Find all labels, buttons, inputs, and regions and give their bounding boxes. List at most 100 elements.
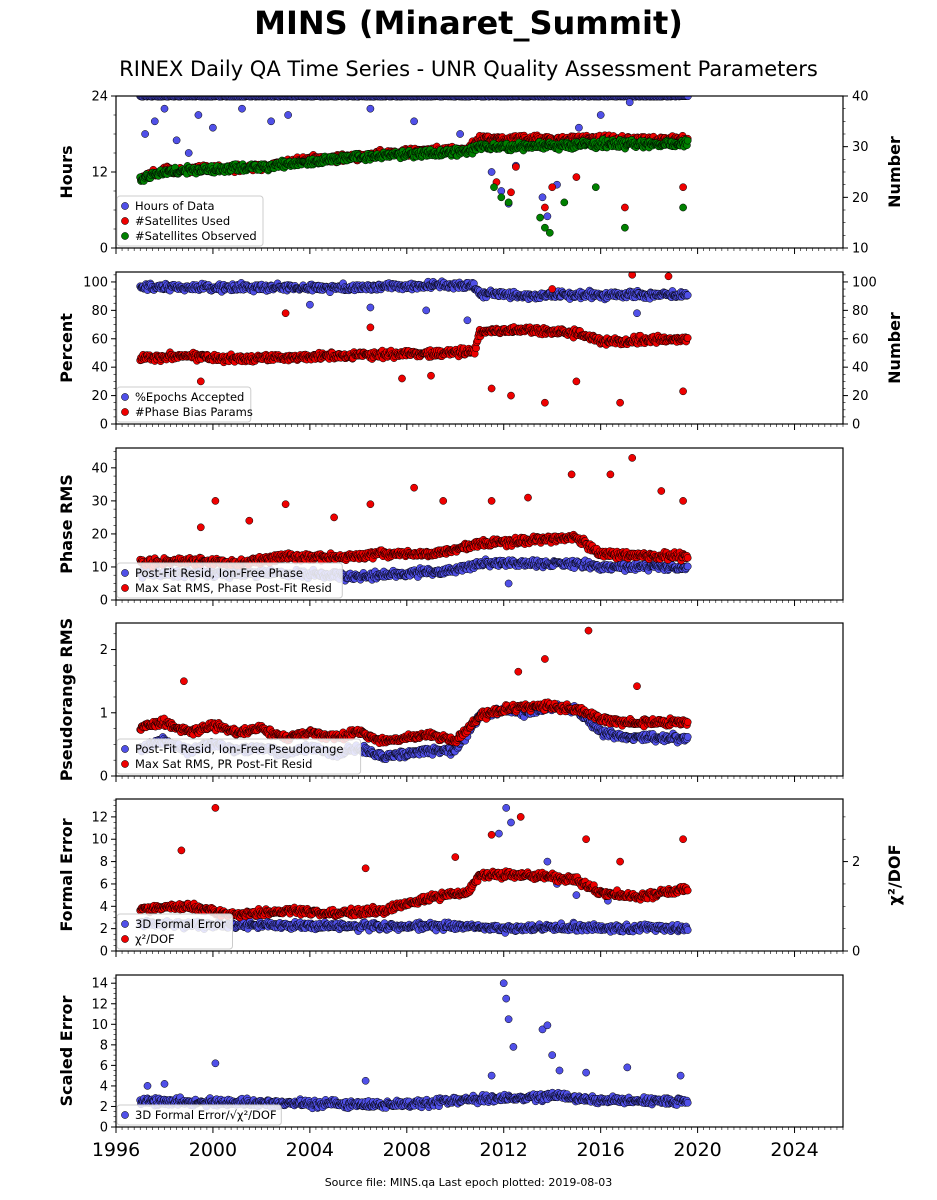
point-2-759 bbox=[548, 183, 557, 192]
point-1-758 bbox=[463, 316, 472, 325]
legend-label: %Epochs Accepted bbox=[135, 390, 244, 404]
point-2-763 bbox=[548, 285, 557, 293]
point-1-754 bbox=[683, 291, 692, 300]
legend-label: Hours of Data bbox=[135, 199, 215, 213]
point-1-589 bbox=[625, 98, 634, 107]
point-1-578 bbox=[410, 117, 418, 126]
page-subtitle: RINEX Daily QA Time Series - UNR Quality… bbox=[119, 57, 818, 81]
point-3-761 bbox=[560, 198, 569, 207]
point-2-761 bbox=[507, 391, 515, 400]
point-1-585 bbox=[543, 212, 552, 221]
point-1-584 bbox=[538, 193, 547, 202]
y-axis-label: Hours bbox=[57, 145, 76, 198]
point-2-756 bbox=[281, 309, 290, 318]
y-axis-label: Percent bbox=[57, 313, 76, 383]
point-1-574 bbox=[238, 104, 246, 113]
point-1-572 bbox=[194, 111, 203, 119]
point-1-577 bbox=[366, 104, 375, 113]
y-tick-label: 40 bbox=[91, 361, 108, 376]
point-1-579 bbox=[456, 130, 464, 138]
point-2-756 bbox=[507, 188, 515, 197]
y-tick-label: 100 bbox=[83, 275, 108, 290]
point-3-758 bbox=[536, 213, 544, 222]
point-2-758 bbox=[541, 203, 549, 212]
point-2-767 bbox=[664, 272, 673, 281]
point-2-768 bbox=[679, 387, 687, 396]
panel-2: 0 20 40 60 80 100 0 20 40 60 80 100 Number Percent %Ep… bbox=[57, 271, 904, 433]
y2-tick-label: 0 bbox=[852, 418, 860, 433]
point-1-588 bbox=[596, 111, 605, 119]
point-2-758 bbox=[398, 374, 406, 383]
y-tick-label: 0 bbox=[100, 242, 108, 257]
point-3-759 bbox=[541, 223, 549, 232]
point-1-755 bbox=[306, 300, 314, 309]
page-title: MINS (Minaret_Summit) bbox=[254, 4, 683, 42]
point-2-761 bbox=[621, 203, 629, 212]
y2-axis-label: Number bbox=[885, 312, 904, 384]
point-1-754 bbox=[683, 562, 692, 571]
point-3-763 bbox=[621, 223, 629, 232]
y2-axis-label: Number bbox=[885, 136, 904, 208]
y-tick-label: 80 bbox=[91, 304, 108, 319]
point-1-567 bbox=[141, 130, 149, 138]
y2-tick-label: 40 bbox=[852, 90, 869, 105]
point-2-764 bbox=[572, 377, 581, 386]
point-1-759 bbox=[633, 309, 641, 318]
point-3-756 bbox=[497, 193, 506, 202]
point-2-754 bbox=[683, 334, 692, 342]
point-2-755 bbox=[196, 377, 205, 386]
point-2-762 bbox=[541, 398, 549, 407]
legend-marker bbox=[121, 202, 129, 210]
point-1-568 bbox=[150, 117, 159, 126]
y2-tick-label: 80 bbox=[852, 304, 869, 319]
legend-marker bbox=[121, 217, 129, 225]
point-1-580 bbox=[487, 168, 496, 176]
point-1-573 bbox=[209, 123, 217, 132]
point-1-755 bbox=[504, 579, 513, 588]
point-2-757 bbox=[512, 163, 520, 171]
y2-tick-label: 30 bbox=[852, 140, 869, 155]
point-3-754 bbox=[683, 136, 692, 145]
point-1-576 bbox=[284, 111, 292, 119]
legend-marker bbox=[121, 232, 129, 240]
legend-label: #Satellites Used bbox=[135, 214, 230, 228]
point-2-765 bbox=[616, 398, 624, 407]
y2-tick-label: 10 bbox=[852, 242, 869, 257]
y2-tick-label: 40 bbox=[852, 361, 869, 376]
marks-panel-1 bbox=[136, 96, 692, 237]
point-1-570 bbox=[172, 136, 181, 145]
point-3-760 bbox=[545, 228, 554, 237]
legend-label: #Satellites Observed bbox=[135, 229, 257, 243]
legend-marker bbox=[121, 408, 129, 416]
point-1-575 bbox=[267, 117, 275, 126]
point-3-762 bbox=[591, 183, 600, 192]
point-1-571 bbox=[184, 149, 193, 157]
y-tick-label: 60 bbox=[91, 332, 108, 347]
legend-box bbox=[116, 195, 264, 247]
point-2-760 bbox=[487, 384, 496, 393]
point-2-760 bbox=[572, 173, 581, 181]
point-1-569 bbox=[160, 104, 169, 113]
point-3-764 bbox=[679, 203, 687, 212]
point-3-755 bbox=[490, 183, 498, 192]
legend-marker bbox=[121, 393, 129, 401]
legend-label: #Phase Bias Params bbox=[135, 405, 253, 419]
point-3-757 bbox=[504, 198, 513, 207]
point-1-587 bbox=[575, 123, 583, 132]
point-2-762 bbox=[679, 183, 687, 192]
point-2-759 bbox=[427, 371, 435, 380]
y2-tick-label: 60 bbox=[852, 332, 869, 347]
y2-tick-label: 100 bbox=[852, 275, 877, 290]
y-tick-label: 0 bbox=[100, 418, 108, 433]
point-1-757 bbox=[422, 306, 431, 315]
y-tick-label: 24 bbox=[91, 90, 108, 105]
y2-tick-label: 20 bbox=[852, 389, 869, 404]
point-2-757 bbox=[366, 323, 375, 332]
point-1-756 bbox=[366, 303, 375, 312]
y-tick-label: 12 bbox=[91, 166, 108, 181]
y2-tick-label: 20 bbox=[852, 191, 869, 206]
y-tick-label: 20 bbox=[91, 389, 108, 404]
